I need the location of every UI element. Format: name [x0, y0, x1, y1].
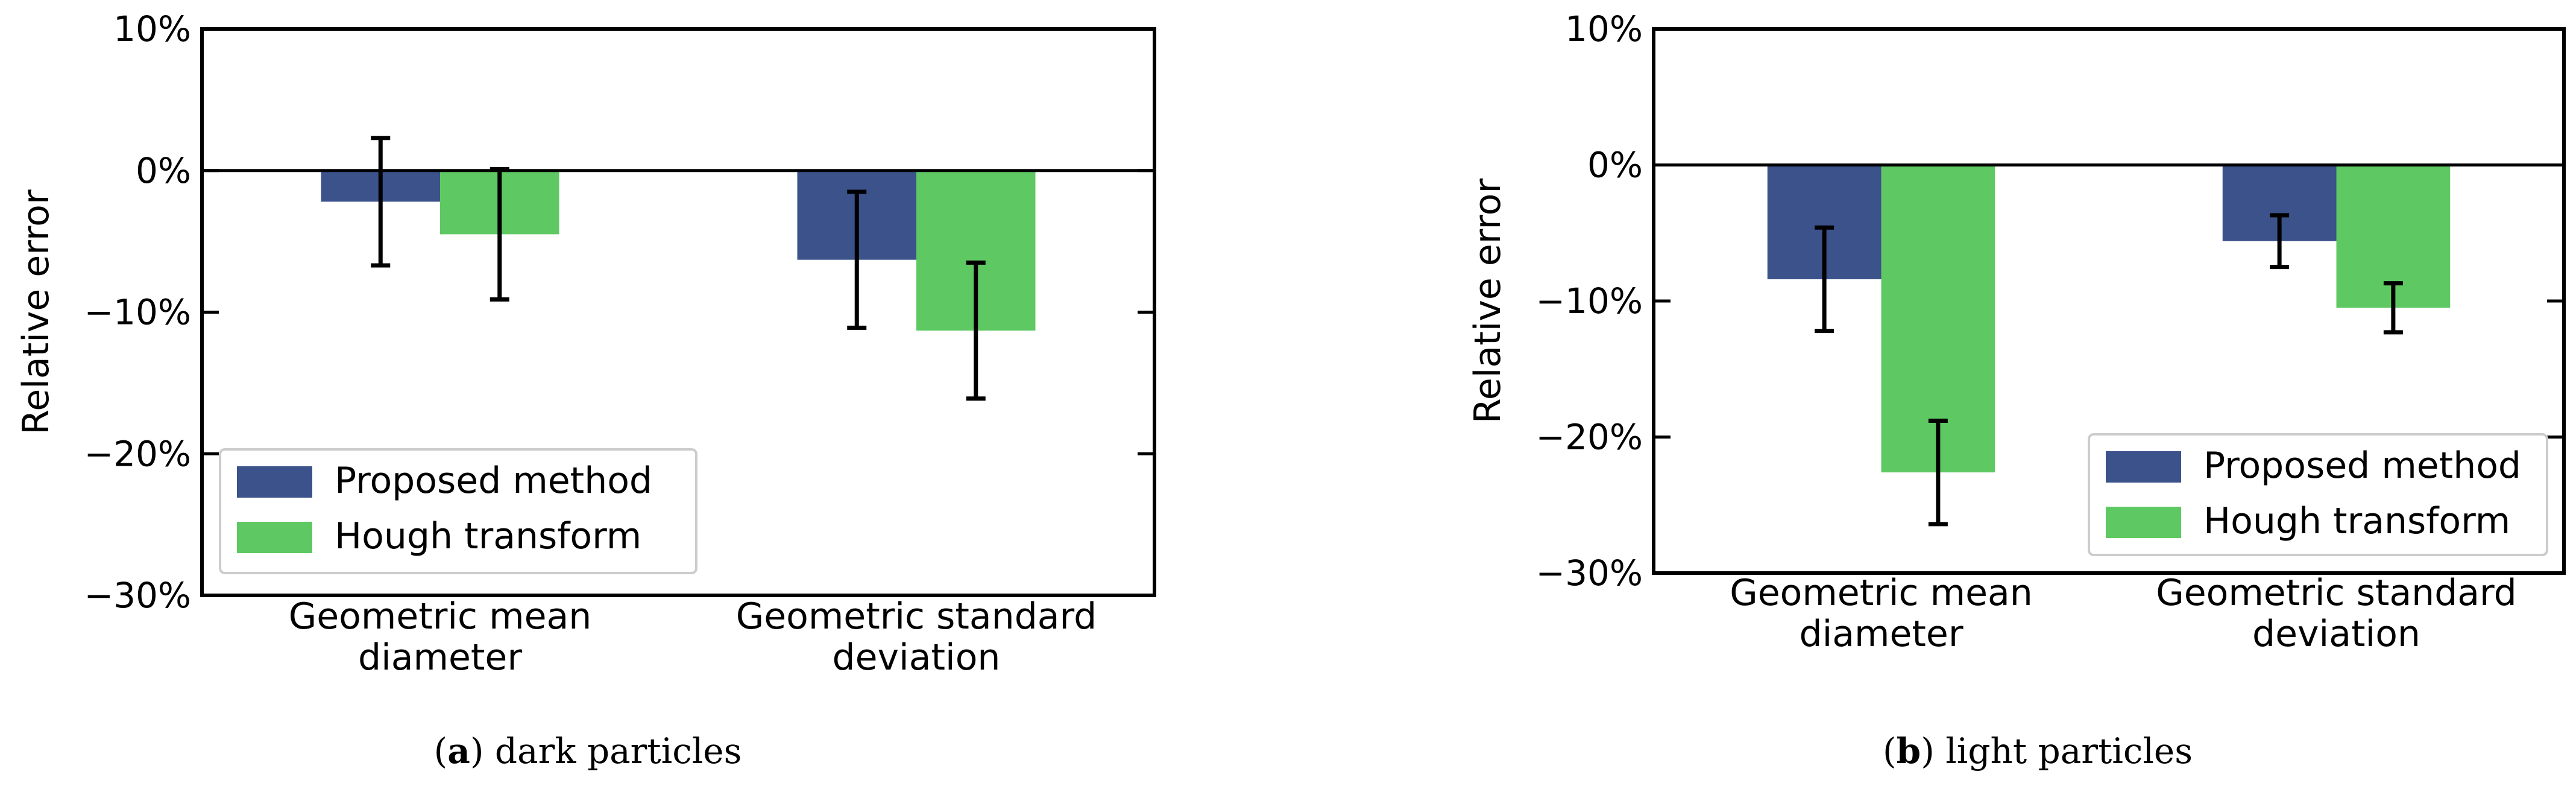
y-tick-label: −30%	[84, 575, 191, 616]
x-category-label: Geometric standard	[2156, 572, 2517, 614]
y-tick-label: −10%	[84, 292, 191, 333]
y-tick-label: −30%	[1535, 553, 1643, 594]
error-bar	[966, 260, 986, 401]
y-axis-title: Relative error	[15, 189, 57, 435]
legend-label: Hough transform	[335, 515, 641, 557]
legend-swatch	[237, 522, 312, 553]
figure-caption: (a) dark particles	[434, 730, 742, 772]
legend: Proposed method Hough transform	[219, 448, 698, 574]
legend-label: Proposed method	[2203, 445, 2521, 487]
y-tick-label: 10%	[113, 8, 191, 49]
error-bar	[1815, 225, 1834, 334]
error-bar	[2270, 213, 2290, 270]
y-tick-label: −10%	[1535, 280, 1643, 322]
error-bar	[847, 189, 867, 330]
x-category-label: deviation	[2252, 613, 2420, 655]
x-category-label: Geometric standard	[736, 595, 1097, 638]
x-category-label: diameter	[358, 636, 522, 679]
figure-caption: (b) light particles	[1883, 730, 2193, 772]
legend-box	[219, 448, 698, 574]
y-tick-label: 10%	[1565, 8, 1643, 49]
x-category-label: deviation	[833, 636, 1001, 679]
x-category-label: Geometric mean	[1730, 572, 2033, 614]
error-bar	[2383, 281, 2403, 335]
x-category-label: Geometric mean	[289, 595, 592, 638]
chart-panel-b: 10% 0% −10% −20% −30% Relative error Geometric…	[1467, 8, 2566, 772]
legend-box	[2088, 433, 2548, 556]
y-axis-title: Relative error	[1467, 179, 1509, 424]
y-tick-label: 0%	[1587, 145, 1643, 186]
y-tick-label: 0%	[136, 150, 191, 191]
legend-label: Proposed method	[335, 460, 652, 502]
legend-swatch	[2106, 451, 2181, 483]
error-bar	[1928, 418, 1948, 527]
y-tick-label: −20%	[84, 433, 191, 474]
chart-panel-a: 10% 0% −10% −20% −30% Relative error Geometric…	[15, 8, 1156, 772]
legend-swatch	[237, 466, 312, 498]
x-category-label: diameter	[1800, 613, 1963, 655]
error-bar	[371, 136, 391, 268]
legend-label: Hough transform	[2203, 500, 2510, 542]
legend-swatch	[2106, 507, 2181, 538]
y-tick-label: −20%	[1535, 417, 1643, 458]
legend: Proposed method Hough transform	[2088, 433, 2548, 556]
